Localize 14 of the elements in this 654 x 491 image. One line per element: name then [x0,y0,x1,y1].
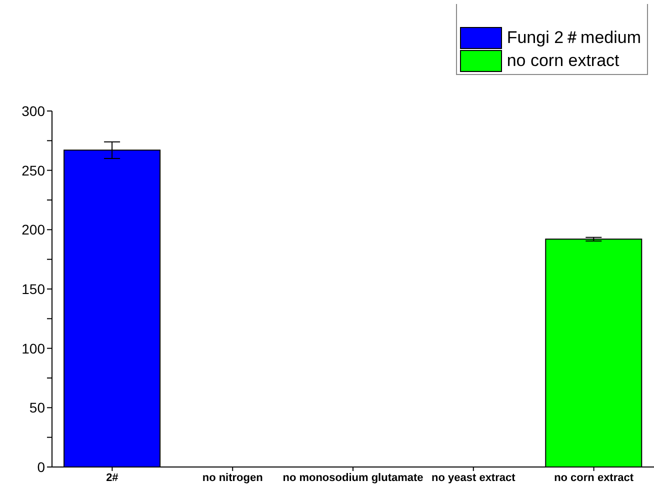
legend-label: Fungi 2＃medium [506,27,641,49]
y-tick-label: 100 [22,340,46,356]
y-tick-label: 300 [22,102,46,119]
y-tick-label: 0 [37,458,46,475]
x-tick-label: no nitrogen [202,472,264,484]
x-tick-label: no yeast extract [432,472,516,484]
y-tick-label: 50 [29,400,46,416]
x-tick-label: 2# [106,472,118,484]
legend-label: no corn extract [506,51,620,71]
x-tick-label: no corn extract [554,472,634,484]
x-tick-label: no monosodium glutamate [282,472,424,484]
y-tick-label: 250 [22,162,46,178]
y-tick-label: 200 [22,222,46,238]
y-tick-label: 150 [22,280,46,297]
